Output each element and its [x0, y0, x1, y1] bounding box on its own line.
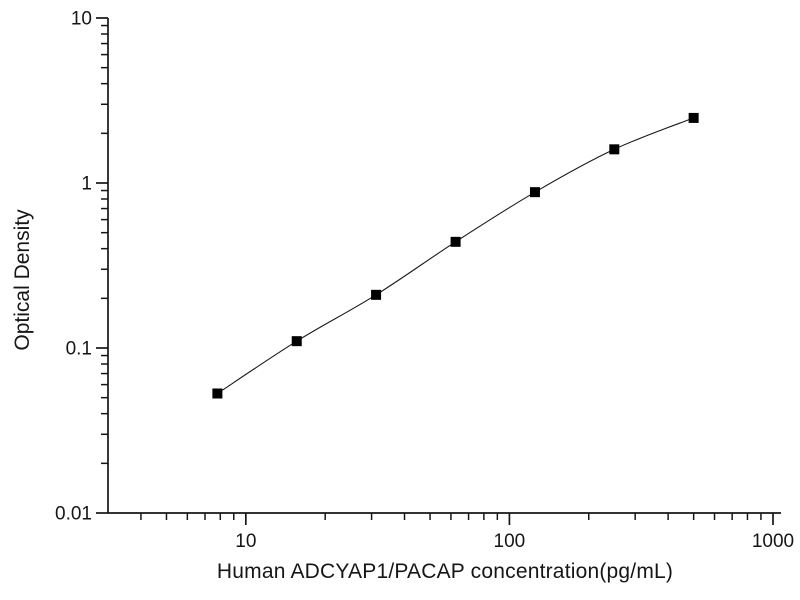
data-point-marker: [609, 144, 620, 155]
x-tick-label: 100: [494, 531, 526, 552]
data-point-marker: [688, 112, 699, 123]
data-point-marker: [450, 236, 461, 247]
data-point-marker: [529, 187, 540, 198]
y-tick-label: 0.1: [66, 339, 92, 360]
series-line: [217, 117, 694, 394]
y-tick-label: 10: [71, 9, 92, 30]
y-tick-label: 1: [81, 174, 92, 195]
y-axis-title: Optical Density: [11, 209, 34, 351]
y-tick-label: 0.01: [55, 504, 92, 525]
x-tick-label: 10: [235, 531, 256, 552]
data-point-marker: [212, 388, 223, 399]
data-point-marker: [371, 289, 382, 300]
data-point-marker: [291, 336, 302, 347]
x-axis-title: Human ADCYAP1/PACAP concentration(pg/mL): [216, 560, 674, 583]
x-tick-label: 1000: [752, 531, 794, 552]
